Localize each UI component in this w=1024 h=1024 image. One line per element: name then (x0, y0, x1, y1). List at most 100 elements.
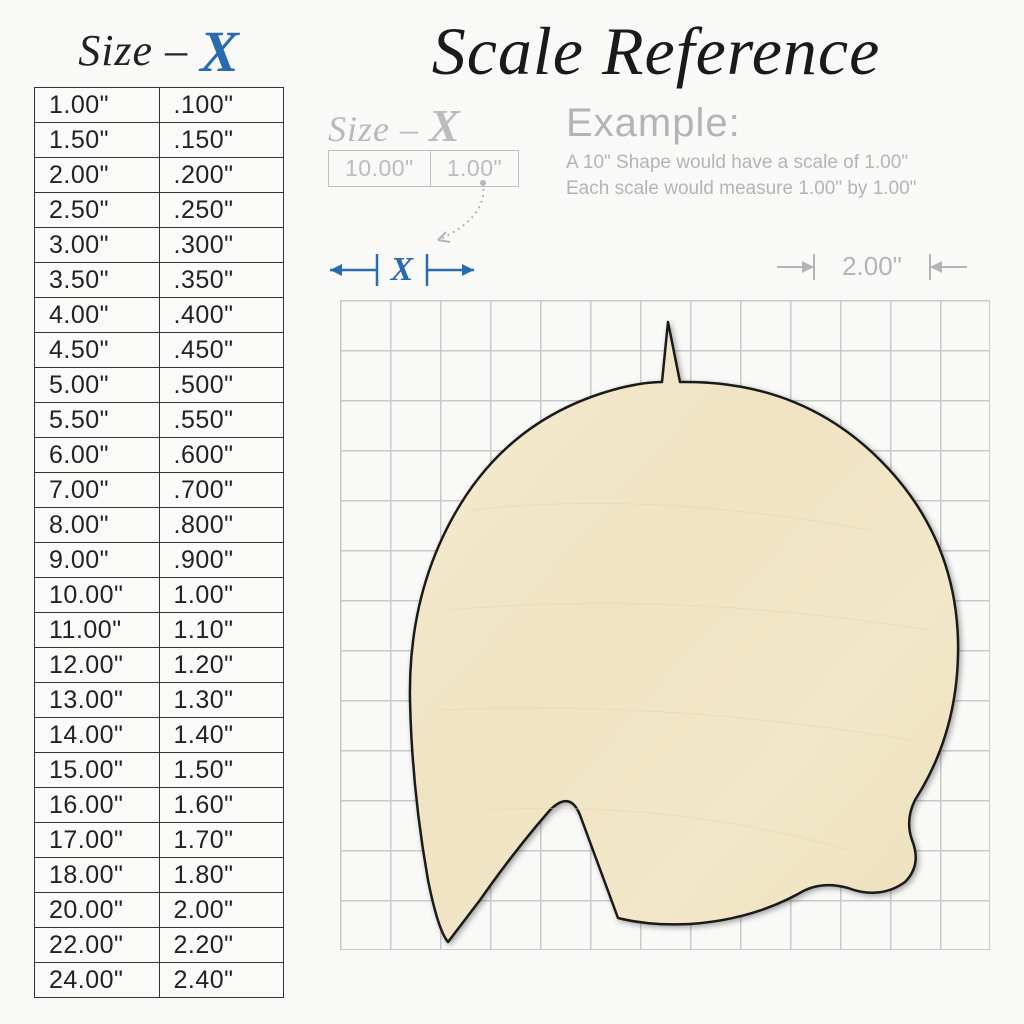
table-row: 24.00"2.40" (35, 963, 284, 998)
table-row: 18.00"1.80" (35, 858, 284, 893)
main-title: Scale Reference (310, 12, 1002, 91)
table-row: 20.00"2.00" (35, 893, 284, 928)
table-cell: 22.00" (35, 928, 160, 963)
table-row: 5.00".500" (35, 368, 284, 403)
mini-header-x: X (429, 100, 461, 151)
table-cell: 3.50" (35, 263, 160, 298)
table-row: 6.00".600" (35, 438, 284, 473)
table-cell: .600" (159, 438, 284, 473)
table-cell: 1.50" (35, 123, 160, 158)
table-cell: 4.00" (35, 298, 160, 333)
table-cell: .200" (159, 158, 284, 193)
table-cell: 13.00" (35, 683, 160, 718)
table-cell: 17.00" (35, 823, 160, 858)
table-cell: 5.50" (35, 403, 160, 438)
left-column: Size – X 1.00".100"1.50".150"2.00".200"2… (34, 18, 284, 998)
scale-table: 1.00".100"1.50".150"2.00".200"2.50".250"… (34, 87, 284, 998)
table-cell: 12.00" (35, 648, 160, 683)
table-row: 3.00".300" (35, 228, 284, 263)
grid-wrap (340, 300, 990, 950)
table-cell: .800" (159, 508, 284, 543)
x-indicator: X (322, 240, 482, 300)
table-cell: 1.60" (159, 788, 284, 823)
table-cell: 6.00" (35, 438, 160, 473)
table-cell: 1.20" (159, 648, 284, 683)
right-scale-icon: 2.00" (772, 242, 972, 292)
table-cell: 2.00" (159, 893, 284, 928)
table-cell: 1.40" (159, 718, 284, 753)
table-cell: 1.30" (159, 683, 284, 718)
table-row: 8.00".800" (35, 508, 284, 543)
table-cell: .700" (159, 473, 284, 508)
table-cell: 1.70" (159, 823, 284, 858)
page: Size – X 1.00".100"1.50".150"2.00".200"2… (0, 0, 1024, 1024)
table-row: 4.50".450" (35, 333, 284, 368)
table-cell: 1.80" (159, 858, 284, 893)
mini-cell-size: 10.00" (329, 151, 431, 187)
mini-header-dash: – (400, 109, 419, 149)
table-cell: .500" (159, 368, 284, 403)
table-row: 7.00".700" (35, 473, 284, 508)
table-cell: 4.50" (35, 333, 160, 368)
table-cell: 1.10" (159, 613, 284, 648)
table-row: 13.00"1.30" (35, 683, 284, 718)
table-row: 15.00"1.50" (35, 753, 284, 788)
table-row: 2.50".250" (35, 193, 284, 228)
table-cell: 1.00" (35, 88, 160, 123)
example-title: Example: (566, 101, 990, 146)
table-row: 2.00".200" (35, 158, 284, 193)
size-header-x: X (200, 19, 240, 84)
wood-shape (350, 310, 980, 950)
sub-row: Size – X 10.00" 1.00" Example: A 10" Sha… (310, 99, 1002, 201)
table-cell: .400" (159, 298, 284, 333)
table-row: 1.50".150" (35, 123, 284, 158)
mini-header-prefix: Size (328, 109, 390, 149)
table-cell: .550" (159, 403, 284, 438)
table-row: 9.00".900" (35, 543, 284, 578)
table-row: 14.00"1.40" (35, 718, 284, 753)
size-header: Size – X (34, 18, 284, 85)
table-cell: 11.00" (35, 613, 160, 648)
example-line1: A 10" Shape would have a scale of 1.00" (566, 150, 990, 176)
table-row: 17.00"1.70" (35, 823, 284, 858)
right-column: Scale Reference Size – X 10.00" 1.00" Ex… (310, 12, 1002, 201)
example-line2: Each scale would measure 1.00" by 1.00" (566, 176, 990, 202)
table-cell: .150" (159, 123, 284, 158)
table-row: 4.00".400" (35, 298, 284, 333)
table-cell: 18.00" (35, 858, 160, 893)
table-row: 5.50".550" (35, 403, 284, 438)
mini-size-block: Size – X 10.00" 1.00" (328, 99, 538, 187)
table-cell: 8.00" (35, 508, 160, 543)
right-scale-label: 2.00" (842, 251, 902, 281)
x-indicator-label: X (390, 251, 415, 288)
table-cell: 5.00" (35, 368, 160, 403)
table-cell: 2.20" (159, 928, 284, 963)
table-cell: 7.00" (35, 473, 160, 508)
table-cell: 1.00" (159, 578, 284, 613)
table-row: 3.50".350" (35, 263, 284, 298)
table-row: 12.00"1.20" (35, 648, 284, 683)
table-cell: .450" (159, 333, 284, 368)
table-cell: 1.50" (159, 753, 284, 788)
dotted-arrow-icon (428, 178, 508, 248)
table-cell: .350" (159, 263, 284, 298)
size-header-dash: – (165, 26, 188, 75)
table-cell: .900" (159, 543, 284, 578)
x-indicator-icon: X (322, 240, 482, 300)
table-row: 11.00"1.10" (35, 613, 284, 648)
table-cell: .250" (159, 193, 284, 228)
table-cell: 24.00" (35, 963, 160, 998)
table-cell: 20.00" (35, 893, 160, 928)
mini-header: Size – X (328, 99, 538, 152)
table-cell: .100" (159, 88, 284, 123)
size-header-prefix: Size (78, 26, 153, 75)
table-cell: 2.00" (35, 158, 160, 193)
table-cell: 16.00" (35, 788, 160, 823)
wood-shape-path (410, 322, 958, 942)
table-cell: 9.00" (35, 543, 160, 578)
table-cell: 3.00" (35, 228, 160, 263)
table-cell: 2.40" (159, 963, 284, 998)
table-row: 16.00"1.60" (35, 788, 284, 823)
table-cell: 10.00" (35, 578, 160, 613)
table-cell: 14.00" (35, 718, 160, 753)
